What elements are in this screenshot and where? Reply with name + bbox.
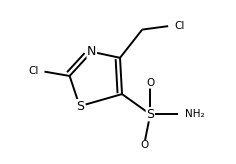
Text: N: N (87, 45, 97, 58)
Text: S: S (146, 108, 154, 121)
Text: NH₂: NH₂ (185, 109, 204, 119)
Text: O: O (146, 78, 154, 88)
Text: Cl: Cl (28, 66, 38, 76)
Text: Cl: Cl (174, 20, 185, 31)
Text: O: O (140, 141, 148, 151)
Text: S: S (76, 100, 84, 113)
